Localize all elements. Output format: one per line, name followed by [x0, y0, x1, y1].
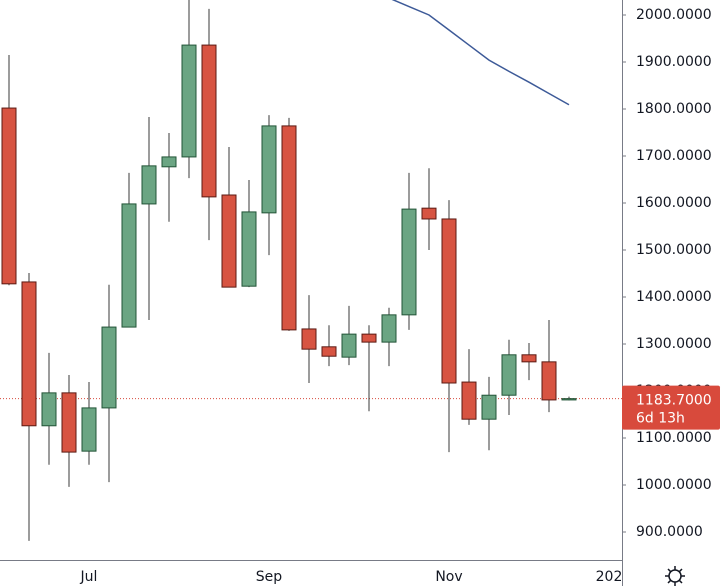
candle-body	[261, 125, 277, 214]
candle-body	[21, 281, 37, 427]
y-tick-label: 1400.0000	[636, 289, 712, 305]
candle-body	[381, 314, 397, 343]
candle-body	[1, 107, 17, 285]
candle-body	[61, 392, 77, 453]
candle-body	[241, 211, 257, 287]
candle-body	[201, 44, 217, 198]
candle-body	[461, 381, 477, 420]
candle-body	[401, 208, 417, 316]
candle-body	[541, 361, 557, 401]
y-tick-label: 1100.0000	[636, 430, 712, 446]
candle-body	[181, 44, 197, 158]
y-tick-label: 1900.0000	[636, 54, 712, 70]
x-tick-label: Nov	[435, 569, 462, 585]
candle-body	[221, 194, 237, 288]
y-tick-label: 1500.0000	[636, 242, 712, 258]
candle-body	[421, 207, 437, 220]
candle-body	[341, 333, 357, 358]
candle-body	[361, 333, 377, 343]
candle-body	[481, 394, 497, 420]
y-tick-label: 1000.0000	[636, 477, 712, 493]
candle-body	[321, 346, 337, 357]
moving-average-line	[391, 0, 570, 106]
settings-icon[interactable]	[665, 566, 685, 586]
candle-body	[301, 328, 317, 350]
x-tick-label: Jul	[80, 569, 98, 585]
y-tick-label: 1600.0000	[636, 195, 712, 211]
candle-body	[501, 354, 517, 396]
y-tick-label: 1800.0000	[636, 101, 712, 117]
candle-body	[81, 407, 97, 452]
y-tick-label: 1300.0000	[636, 336, 712, 352]
last-price-label: 1183.7000	[636, 393, 712, 409]
x-tick-label: 202	[596, 569, 623, 585]
candle-body	[281, 125, 297, 331]
last-price-badge	[622, 385, 720, 430]
y-tick-label: 2000.0000	[636, 7, 712, 23]
y-tick-label: 900.0000	[636, 524, 703, 540]
candle-body	[121, 203, 137, 328]
candle-body	[141, 165, 157, 205]
countdown-label: 6d 13h	[636, 411, 685, 427]
candle-body	[41, 392, 57, 427]
candle-body	[521, 354, 537, 363]
candle-body	[101, 326, 117, 409]
candle-body	[561, 398, 577, 401]
y-tick-label: 1700.0000	[636, 148, 712, 164]
x-tick-label: Sep	[256, 569, 283, 585]
candle-body	[441, 218, 457, 384]
gear-teeth	[665, 566, 685, 586]
candle-body	[161, 156, 177, 168]
